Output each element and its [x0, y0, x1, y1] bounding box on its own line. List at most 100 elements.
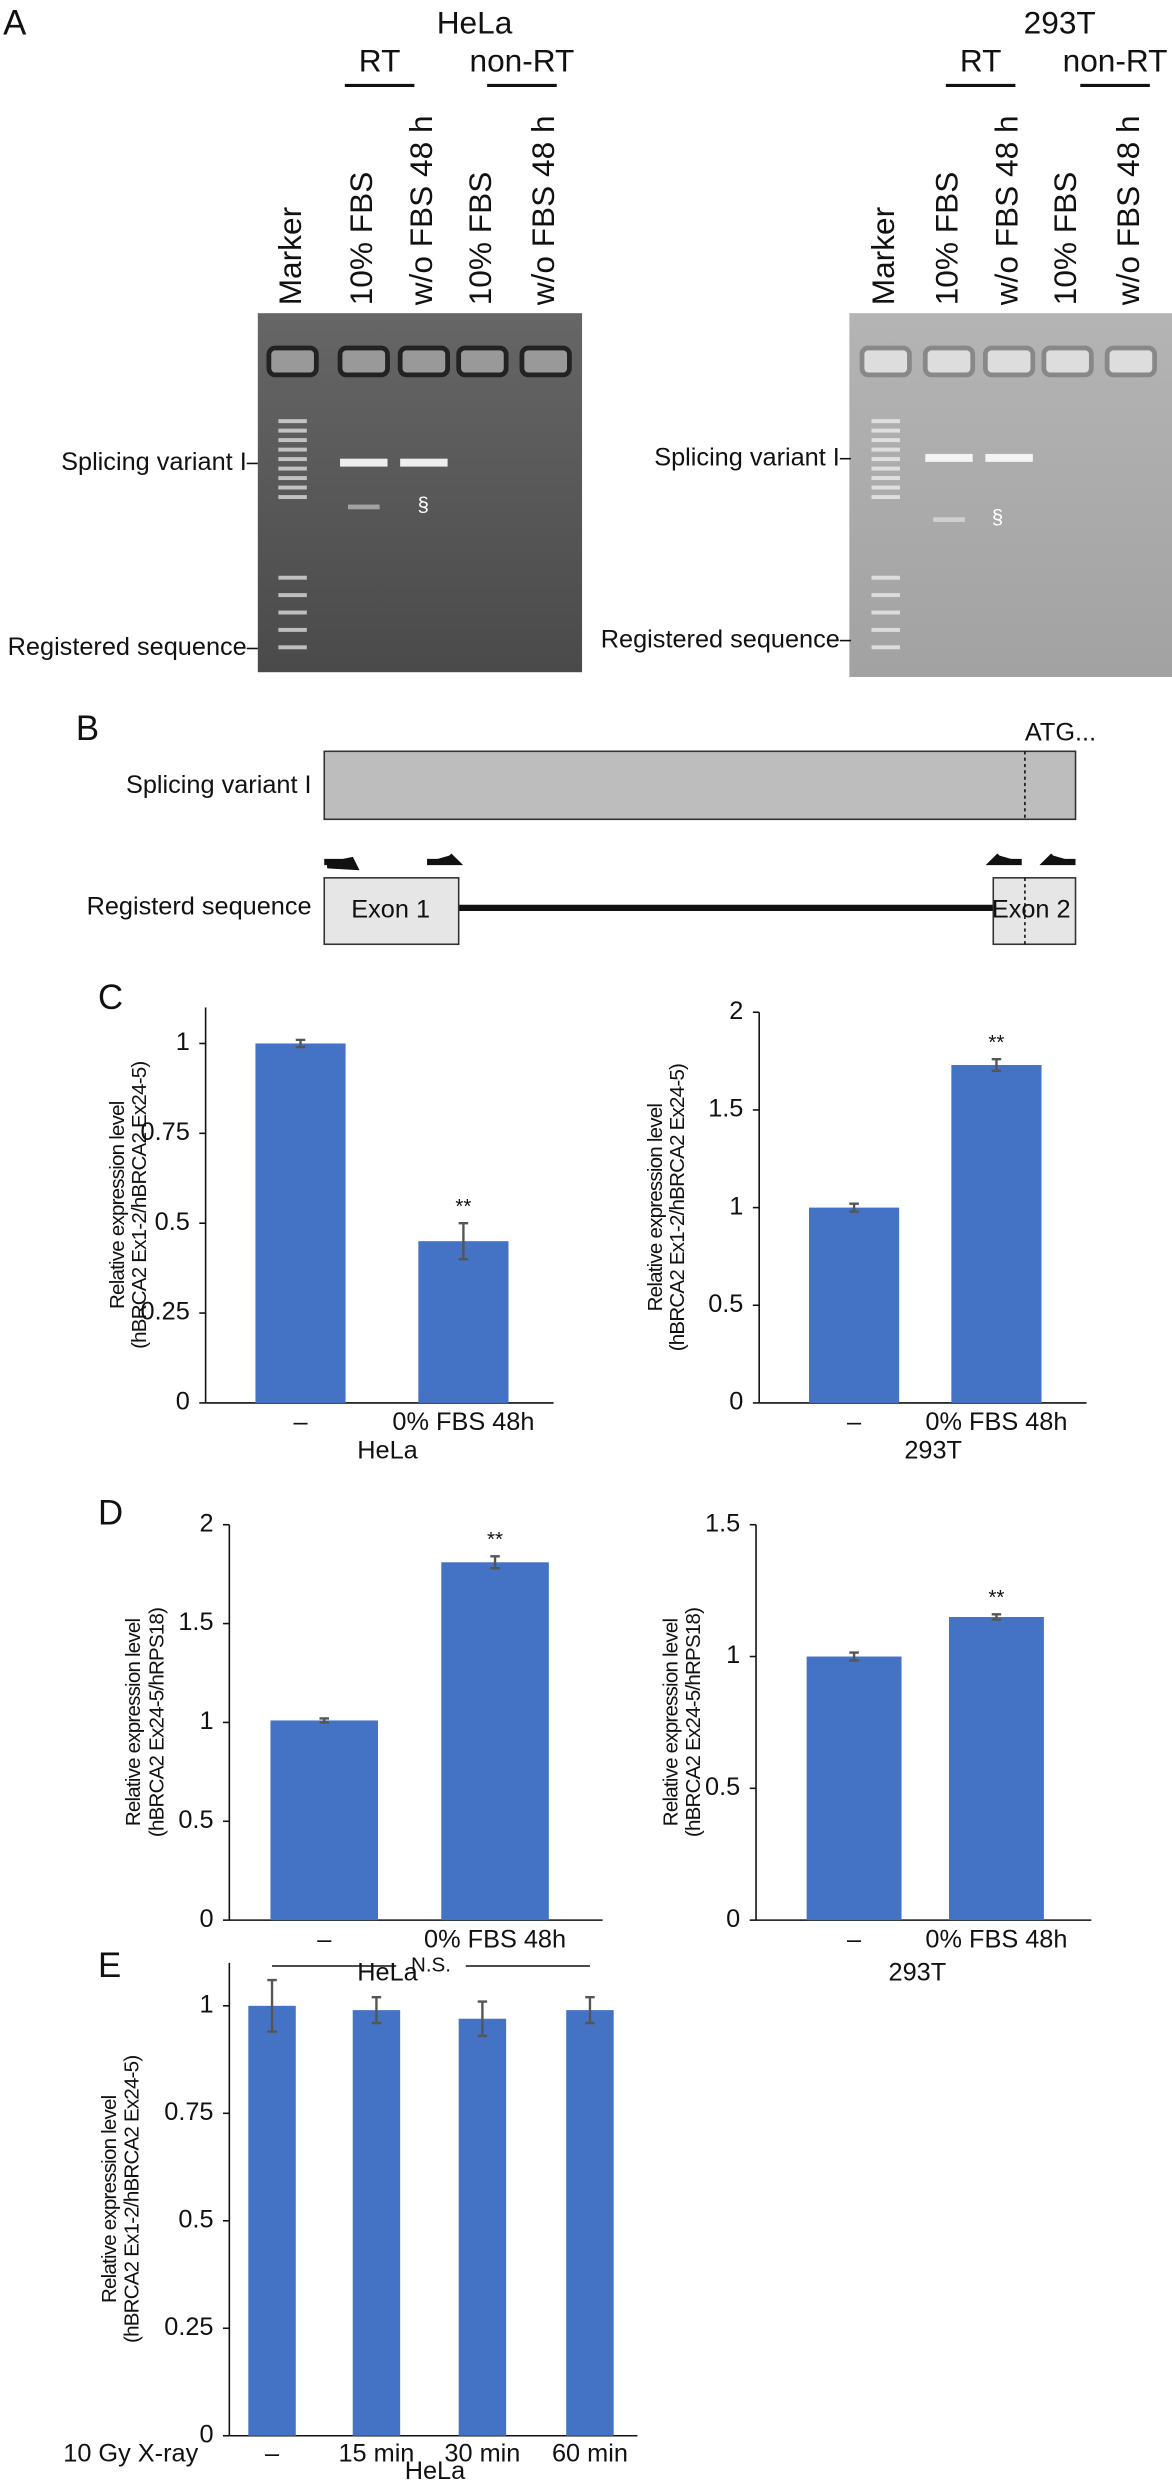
marker-band — [871, 485, 900, 490]
group-label: RT — [960, 43, 1002, 79]
row-label: 10 Gy X-ray — [63, 2439, 198, 2467]
bar — [418, 1241, 509, 1403]
x-tick-label: 0% FBS 48h — [925, 1925, 1067, 1953]
x-tick-label: 0% FBS 48h — [925, 1408, 1067, 1436]
marker-band — [278, 575, 307, 580]
section-mark: § — [418, 494, 429, 517]
bar — [948, 1616, 1044, 1921]
significance: ** — [988, 1031, 1004, 1054]
exon-box — [323, 877, 460, 946]
y-tick-label: 1 — [199, 1991, 213, 2019]
marker-band — [871, 645, 900, 650]
bar — [255, 1043, 346, 1403]
x-axis-label: HeLa — [357, 1437, 418, 1465]
y-axis-label: Relative expression level — [644, 1104, 667, 1312]
gel-well — [982, 345, 1036, 378]
lane-label: w/o FBS 48 h — [403, 115, 439, 306]
y-tick-label: 0 — [726, 1905, 740, 1933]
y-tick-label: 0.5 — [178, 2205, 213, 2233]
gel-well — [397, 345, 450, 378]
marker-band — [278, 457, 307, 462]
bar — [806, 1656, 902, 1921]
lane-label: w/o FBS 48 h — [525, 115, 561, 306]
y-tick-label: 0.5 — [705, 1773, 740, 1801]
bar — [566, 2010, 614, 2436]
x-axis-label: 293T — [889, 1959, 947, 1987]
lane-label: w/o FBS 48 h — [988, 115, 1024, 306]
band-label: Splicing variant I — [61, 448, 247, 476]
x-tick-label: 15 min — [338, 2439, 414, 2467]
gel-well — [519, 345, 572, 378]
bar — [270, 1720, 379, 1921]
gel-well — [456, 345, 509, 378]
marker-band — [278, 593, 307, 598]
marker-band — [278, 476, 307, 481]
x-tick-label: 0% FBS 48h — [424, 1925, 566, 1953]
bar — [458, 2018, 507, 2436]
lane-label: 10% FBS — [462, 172, 498, 306]
bar — [441, 1562, 549, 1921]
faint-band — [933, 517, 965, 522]
lane-label: 10% FBS — [928, 172, 964, 306]
y-tick-label: 1 — [729, 1192, 743, 1220]
y-tick-label: 1.5 — [705, 1509, 740, 1537]
y-tick-label: 0 — [199, 1905, 213, 1933]
error-bar — [585, 1996, 595, 2025]
panel-label: C — [98, 979, 123, 1017]
group-label: RT — [359, 43, 401, 79]
error-bar — [490, 1555, 500, 1570]
error-bar — [371, 1996, 382, 2025]
error-bar — [991, 1613, 1002, 1621]
panel-label: A — [3, 5, 27, 43]
band-label: Registered sequence — [601, 625, 840, 653]
y-tick-label: 2 — [729, 997, 743, 1025]
significance: ** — [455, 1195, 471, 1218]
y-axis-label: (hBRCA2 Ex1-2/hBRCA2 Ex24-5) — [120, 2056, 143, 2343]
y-tick-label: 1.5 — [178, 1608, 213, 1636]
marker-band — [278, 485, 307, 490]
error-bar — [477, 2000, 488, 2038]
group-label: non-RT — [1063, 43, 1168, 79]
marker-band — [278, 645, 307, 650]
marker-band — [871, 593, 900, 598]
marker-band — [871, 447, 900, 452]
marker-band — [871, 476, 900, 481]
x-tick-label: – — [265, 2439, 280, 2467]
exon-label: Exon 1 — [351, 896, 430, 924]
error-bar — [458, 1222, 469, 1261]
marker-band — [871, 610, 900, 615]
annotation: N.S. — [411, 1953, 451, 1976]
product-band — [925, 453, 973, 462]
marker-band — [278, 428, 307, 433]
y-axis-label: Relative expression level — [98, 2095, 121, 2303]
y-tick-label: 1 — [199, 1707, 213, 1735]
lane-label: 10% FBS — [1047, 172, 1083, 306]
marker-band — [278, 466, 307, 471]
gel-well — [859, 345, 912, 378]
gel-title: HeLa — [437, 5, 513, 41]
gel-bands: HeLa RT non-RT Marker 10% FBS w/o FBS 48 h 10%… — [8, 5, 1168, 661]
primer-arrows — [324, 853, 1076, 871]
gel-well — [922, 345, 976, 378]
bar — [809, 1207, 900, 1403]
marker-band — [871, 495, 900, 500]
marker-band — [871, 627, 900, 632]
y-tick-label: 0.75 — [141, 1118, 190, 1146]
group-label: non-RT — [469, 43, 574, 79]
panel-label: D — [98, 1494, 123, 1532]
marker-band — [278, 447, 307, 452]
y-axis-label: (hBRCA2 Ex1-2/hBRCA2 Ex24-5) — [128, 1062, 151, 1349]
lane-label: w/o FBS 48 h — [1110, 115, 1146, 306]
error-bar — [849, 1202, 859, 1213]
marker-band — [278, 419, 307, 424]
y-tick-label: 1 — [726, 1641, 740, 1669]
marker-band — [871, 457, 900, 462]
marker-band — [278, 627, 307, 632]
section-mark: § — [992, 506, 1003, 529]
gel-well — [266, 345, 319, 378]
gel-well — [1041, 345, 1094, 378]
y-tick-label: 0.25 — [141, 1298, 190, 1326]
x-tick-label: – — [317, 1925, 332, 1953]
gel-title: 293T — [1024, 5, 1096, 41]
